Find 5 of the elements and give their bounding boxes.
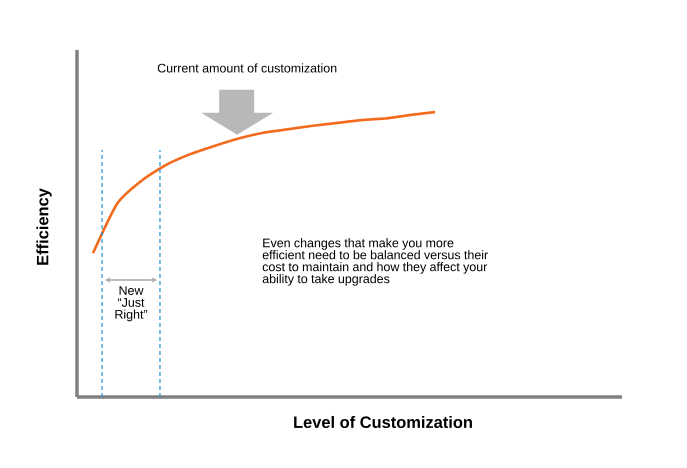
annotation: Even changes that make you more efficient need to be balanced versus their cost to maintain and how they affect your ability to take upgrades	[262, 238, 488, 286]
text: Current amount of customization	[158, 63, 336, 73]
y-axis-title: Efficiency	[36, 188, 52, 265]
annotation: New “Just Right”	[115, 286, 148, 322]
x-axis-title: Level of Customization	[294, 416, 472, 428]
